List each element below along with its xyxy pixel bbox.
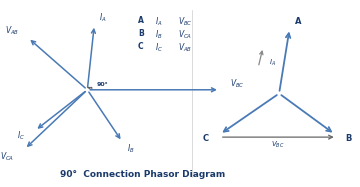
Text: $V_{BC}$: $V_{BC}$ [271, 140, 284, 150]
Text: $I_C$: $I_C$ [155, 42, 163, 54]
Text: B: B [346, 134, 352, 142]
Text: $I_A$: $I_A$ [269, 58, 276, 68]
Text: 90°  Connection Phasor Diagram: 90° Connection Phasor Diagram [60, 170, 226, 179]
Text: $V_{CA}$: $V_{CA}$ [178, 29, 192, 41]
Text: $V_{AB}$: $V_{AB}$ [178, 42, 192, 54]
Text: C: C [138, 42, 144, 50]
Text: B: B [138, 29, 144, 38]
Text: C: C [203, 134, 209, 142]
Text: $V_{BC}$: $V_{BC}$ [230, 78, 244, 91]
Text: $I_A$: $I_A$ [155, 16, 163, 28]
Text: $I_B$: $I_B$ [127, 143, 135, 155]
Text: $V_{AB}$: $V_{AB}$ [5, 24, 19, 37]
Text: A: A [138, 16, 144, 24]
Text: $V_{BC}$: $V_{BC}$ [178, 16, 193, 28]
Text: 90°: 90° [97, 82, 109, 87]
Text: $I_B$: $I_B$ [155, 29, 163, 41]
Text: $I_A$: $I_A$ [99, 11, 107, 24]
Text: $I_C$: $I_C$ [17, 130, 25, 142]
Text: A: A [295, 17, 302, 26]
Text: $V_{CA}$: $V_{CA}$ [0, 150, 14, 163]
